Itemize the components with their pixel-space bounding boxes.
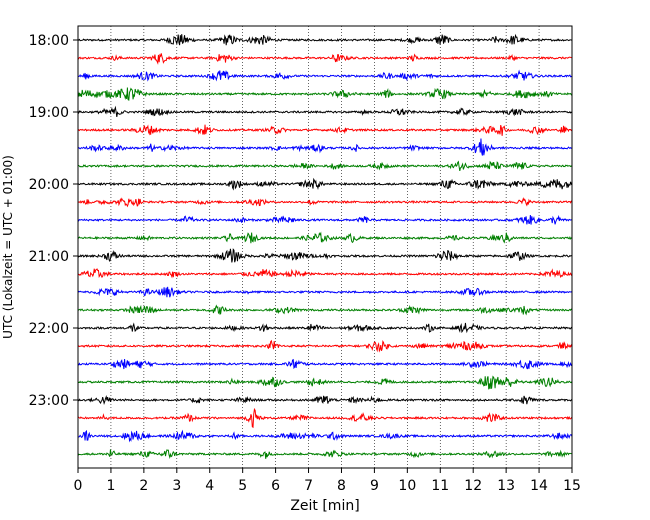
x-axis-label: Zeit [min] — [290, 498, 359, 514]
trace-line — [77, 138, 573, 156]
x-tick-label: 8 — [337, 478, 346, 494]
x-tick-label: 3 — [172, 478, 181, 494]
y-tick-label: 18:00 — [29, 33, 69, 49]
x-tick-label: 5 — [238, 478, 247, 494]
traces — [77, 33, 573, 460]
trace-line — [77, 449, 573, 460]
trace-line — [77, 53, 573, 65]
x-tick-label: 1 — [106, 478, 115, 494]
x-tick-label: 13 — [497, 478, 515, 494]
trace-line — [77, 268, 573, 279]
x-tick-label: 0 — [74, 478, 83, 494]
y-tick-label: 19:00 — [29, 105, 69, 121]
trace-line — [77, 124, 573, 136]
x-tick-label: 14 — [530, 478, 548, 494]
plot-frame — [77, 25, 573, 469]
x-tick-label: 12 — [464, 478, 482, 494]
trace-line — [77, 33, 573, 46]
trace-line — [77, 286, 573, 298]
trace-line — [77, 105, 573, 118]
x-tick-label: 15 — [563, 478, 581, 494]
y-tick-label: 20:00 — [29, 177, 69, 193]
trace-line — [77, 87, 573, 101]
y-tick-label: 22:00 — [29, 321, 69, 337]
trace-line — [77, 248, 573, 263]
x-tick-label: 6 — [271, 478, 280, 494]
trace-line — [77, 177, 573, 191]
trace-line — [77, 304, 573, 316]
trace-line — [77, 375, 573, 390]
y-axis-label: UTC (Lokalzeit = UTC + 01:00) — [1, 155, 15, 339]
y-axis-ticks: 18:00 19:00 20:00 21:00 22:00 23:00 — [29, 33, 78, 409]
trace-line — [77, 429, 573, 443]
trace-line — [77, 407, 573, 429]
trace-line — [77, 214, 573, 225]
trace-line — [77, 394, 573, 405]
trace-line — [77, 231, 573, 244]
y-tick-label: 23:00 — [29, 393, 69, 409]
trace-line — [77, 339, 573, 353]
trace-line — [77, 322, 573, 334]
trace-line — [77, 358, 573, 370]
x-tick-label: 4 — [205, 478, 214, 494]
trace-line — [77, 160, 573, 171]
x-axis-ticks: 0 1 2 3 4 5 6 7 8 9 10 11 12 13 14 15 — [74, 468, 581, 494]
x-tick-label: 9 — [370, 478, 379, 494]
x-tick-label: 2 — [139, 478, 148, 494]
x-tick-label: 10 — [398, 478, 416, 494]
grid-lines — [110, 26, 540, 468]
trace-line — [77, 69, 573, 82]
y-tick-label: 21:00 — [29, 249, 69, 265]
trace-line — [77, 197, 573, 208]
x-tick-label: 11 — [431, 478, 449, 494]
x-tick-label: 7 — [304, 478, 313, 494]
